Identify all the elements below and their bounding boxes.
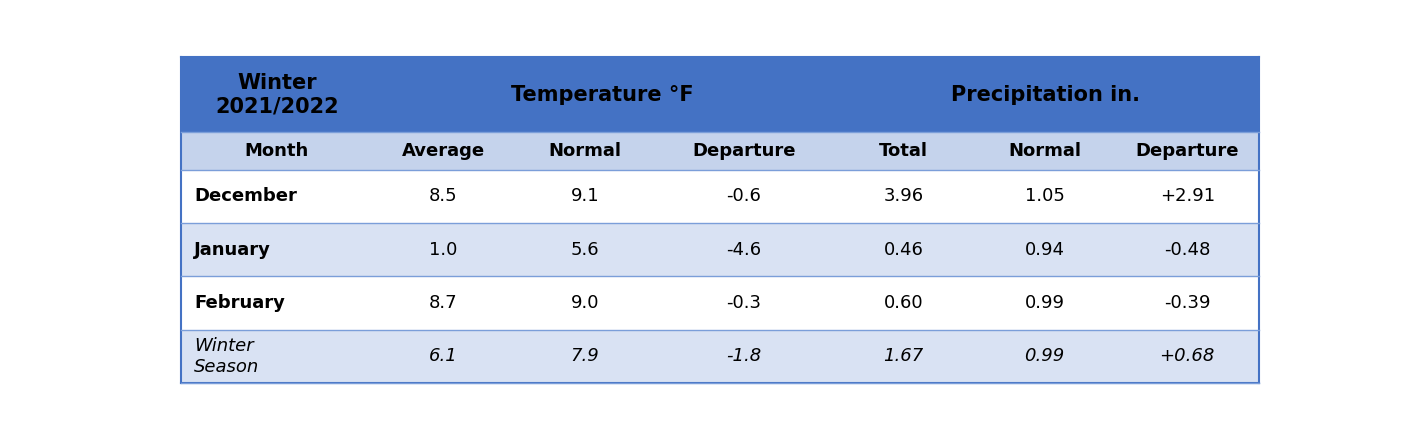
Text: Temperature °F: Temperature °F (511, 85, 694, 105)
Text: 9.1: 9.1 (570, 187, 599, 205)
Text: Departure: Departure (693, 142, 795, 160)
Text: Winter
Season: Winter Season (194, 337, 260, 376)
Text: 6.1: 6.1 (429, 347, 458, 365)
Text: Month: Month (244, 142, 309, 160)
Text: -4.6: -4.6 (726, 241, 762, 259)
Bar (181, 58, 1259, 132)
Text: 7.9: 7.9 (570, 347, 599, 365)
Text: 0.60: 0.60 (884, 294, 923, 312)
Text: Winter
2021/2022: Winter 2021/2022 (215, 73, 339, 116)
Text: 3.96: 3.96 (884, 187, 923, 205)
Text: -0.3: -0.3 (726, 294, 762, 312)
Text: -0.6: -0.6 (726, 187, 762, 205)
Text: Normal: Normal (548, 142, 621, 160)
Text: 9.0: 9.0 (570, 294, 599, 312)
Text: 0.99: 0.99 (1024, 294, 1065, 312)
Text: Average: Average (402, 142, 485, 160)
Bar (181, 330, 1259, 383)
Bar (181, 132, 1259, 170)
Text: 1.05: 1.05 (1024, 187, 1065, 205)
Text: 1.67: 1.67 (884, 347, 923, 365)
Text: -0.39: -0.39 (1163, 294, 1211, 312)
Bar (181, 223, 1259, 276)
Text: January: January (194, 241, 271, 259)
Text: Normal: Normal (1009, 142, 1082, 160)
Text: 5.6: 5.6 (570, 241, 599, 259)
Text: 0.46: 0.46 (884, 241, 923, 259)
Text: Departure: Departure (1135, 142, 1239, 160)
Text: 8.5: 8.5 (429, 187, 458, 205)
Text: +0.68: +0.68 (1159, 347, 1215, 365)
Text: -1.8: -1.8 (726, 347, 762, 365)
Text: -0.48: -0.48 (1163, 241, 1210, 259)
Text: 0.99: 0.99 (1024, 347, 1065, 365)
Text: Total: Total (878, 142, 927, 160)
Bar (181, 170, 1259, 223)
Text: December: December (194, 187, 296, 205)
Text: 0.94: 0.94 (1024, 241, 1065, 259)
Text: Precipitation in.: Precipitation in. (951, 85, 1141, 105)
Text: 1.0: 1.0 (429, 241, 458, 259)
Bar (181, 276, 1259, 330)
Text: February: February (194, 294, 285, 312)
Text: +2.91: +2.91 (1159, 187, 1215, 205)
Text: 8.7: 8.7 (429, 294, 458, 312)
